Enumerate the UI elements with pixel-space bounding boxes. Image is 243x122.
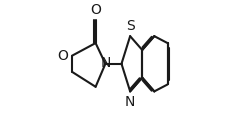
Text: N: N [100,56,111,70]
Text: O: O [90,3,101,17]
Text: O: O [58,49,69,63]
Text: N: N [125,95,135,109]
Text: S: S [126,19,135,33]
